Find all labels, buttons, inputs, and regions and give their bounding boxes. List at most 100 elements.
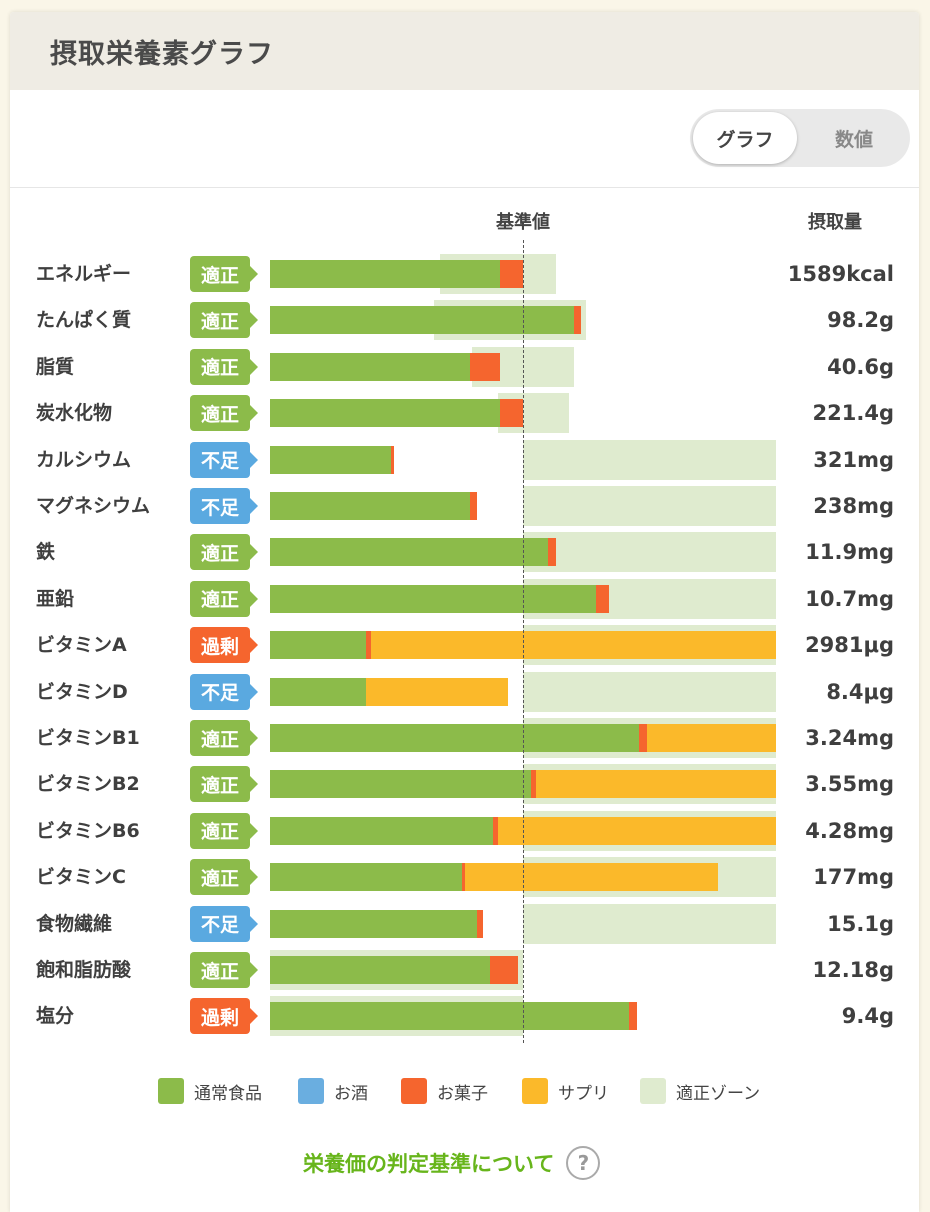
status-badge: 不足: [190, 905, 258, 942]
nutrient-name: ビタミンC: [36, 866, 126, 889]
status-badge: 過剰: [190, 627, 258, 664]
legend-item-alcohol: お酒: [298, 1078, 368, 1104]
nutrient-row: 塩分 過剰 9.4g: [0, 993, 930, 1039]
intake-value: 4.28mg: [805, 818, 894, 843]
legend-item-normal-food: 通常食品: [158, 1078, 262, 1104]
seg-snacks: [500, 260, 523, 288]
seg-supplement: [366, 677, 508, 706]
nutrient-row: ビタミンD 不足 8.4μg: [0, 669, 930, 715]
seg-snacks: [596, 584, 609, 613]
seg-normal-food: [270, 724, 640, 752]
intake-value: 3.24mg: [805, 726, 894, 750]
intake-value: 40.6g: [827, 354, 894, 379]
nutrient-name: 炭水化物: [36, 402, 113, 425]
status-badge: 不足: [190, 441, 258, 478]
nutrient-name: 脂質: [36, 355, 75, 378]
seg-normal-food: [270, 956, 491, 984]
status-badge: 適正: [190, 812, 258, 849]
legend-label: お菓子: [437, 1083, 488, 1104]
appropriate-zone: [523, 439, 776, 480]
nutrient-row: たんぱく質 適正 98.2g: [0, 297, 930, 343]
legend-item-supplement: サプリ: [522, 1078, 609, 1104]
criteria-link[interactable]: 栄養価の判定基準について ?: [303, 1145, 601, 1181]
status-badge: 適正: [190, 534, 258, 571]
seg-normal-food: [270, 1002, 630, 1031]
seg-snacks: [366, 631, 372, 660]
intake-value: 3.55mg: [805, 772, 894, 797]
seg-normal-food: [270, 863, 463, 892]
intake-value: 11.9mg: [805, 540, 894, 565]
legend-item-snacks: お菓子: [401, 1078, 488, 1104]
nutrient-row: 鉄 適正 11.9mg: [0, 529, 930, 575]
appropriate-zone: [523, 671, 776, 712]
view-toggle[interactable]: グラフ 数値: [690, 109, 910, 167]
seg-normal-food: [270, 260, 501, 288]
criteria-link-text[interactable]: 栄養価の判定基準について: [303, 1152, 555, 1176]
intake-value: 8.4μg: [826, 679, 894, 704]
intake-value: 1589kcal: [787, 262, 894, 286]
reference-baseline: [523, 240, 524, 1043]
help-icon[interactable]: ?: [566, 1146, 601, 1180]
status-badge: 適正: [190, 952, 258, 988]
intake-value: 10.7mg: [805, 586, 894, 611]
legend-label: サプリ: [558, 1083, 609, 1104]
seg-normal-food: [270, 816, 493, 845]
seg-snacks: [469, 492, 478, 520]
seg-normal-food: [270, 445, 392, 474]
legend-swatch-supplement: [522, 1078, 548, 1104]
nutrient-row: 脂質 適正 40.6g: [0, 344, 930, 390]
nutrient-row: ビタミンA 過剰 2981μg: [0, 622, 930, 668]
seg-normal-food: [270, 538, 549, 567]
status-badge: 適正: [190, 302, 258, 339]
legend: 通常食品 お酒 お菓子 サプリ 適正ゾーン: [0, 1078, 930, 1108]
seg-snacks: [548, 538, 556, 567]
seg-supplement: [371, 631, 776, 660]
toggle-graph-button[interactable]: グラフ: [693, 112, 797, 164]
legend-swatch-zone: [640, 1078, 666, 1104]
seg-snacks: [391, 445, 394, 474]
seg-snacks: [469, 352, 501, 381]
appropriate-zone: [523, 532, 776, 573]
legend-item-zone: 適正ゾーン: [640, 1078, 760, 1104]
seg-supplement: [464, 863, 718, 892]
nutrient-row: 炭水化物 適正 221.4g: [0, 390, 930, 436]
seg-snacks: [462, 863, 465, 892]
seg-normal-food: [270, 492, 470, 520]
legend-swatch-normal-food: [158, 1078, 184, 1104]
seg-snacks: [530, 770, 536, 799]
intake-value: 9.4g: [841, 1004, 894, 1029]
status-badge: 過剰: [190, 998, 258, 1035]
nutrient-name: ビタミンB6: [36, 819, 140, 842]
nutrient-row: カルシウム 不足 321mg: [0, 437, 930, 483]
seg-normal-food: [270, 584, 597, 613]
legend-label: お酒: [334, 1083, 368, 1104]
appropriate-zone: [523, 486, 776, 526]
nutrient-name: 食物繊維: [36, 912, 113, 935]
nutrient-name: マグネシウム: [36, 495, 151, 517]
intake-value: 15.1g: [827, 911, 894, 936]
seg-snacks: [573, 306, 582, 335]
seg-supplement: [535, 770, 776, 799]
seg-normal-food: [270, 631, 367, 660]
legend-label: 適正ゾーン: [676, 1083, 761, 1104]
card-header: 摂取栄養素グラフ: [10, 12, 919, 90]
seg-snacks: [639, 724, 647, 752]
seg-supplement: [646, 724, 776, 752]
seg-normal-food: [270, 770, 531, 799]
nutrient-name: 飽和脂肪酸: [36, 959, 132, 981]
seg-snacks: [492, 816, 498, 845]
status-badge: 不足: [190, 673, 258, 710]
toggle-values-button[interactable]: 数値: [834, 128, 873, 151]
legend-swatch-alcohol: [298, 1078, 324, 1104]
intake-value: 238mg: [813, 494, 894, 518]
seg-snacks: [477, 909, 483, 938]
status-badge: 適正: [190, 720, 258, 756]
nutrient-name: ビタミンA: [36, 634, 127, 657]
nutrient-name: 塩分: [36, 1005, 75, 1028]
legend-label: 通常食品: [194, 1083, 262, 1104]
nutrient-name: ビタミンB2: [36, 773, 140, 796]
intake-value: 221.4g: [812, 401, 894, 426]
nutrient-name: たんぱく質: [36, 309, 132, 332]
nutrient-row: ビタミンB1 適正 3.24mg: [0, 715, 930, 761]
nutrient-row: ビタミンB2 適正 3.55mg: [0, 761, 930, 807]
